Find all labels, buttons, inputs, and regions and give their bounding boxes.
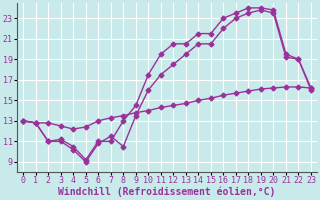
X-axis label: Windchill (Refroidissement éolien,°C): Windchill (Refroidissement éolien,°C) [58, 187, 276, 197]
